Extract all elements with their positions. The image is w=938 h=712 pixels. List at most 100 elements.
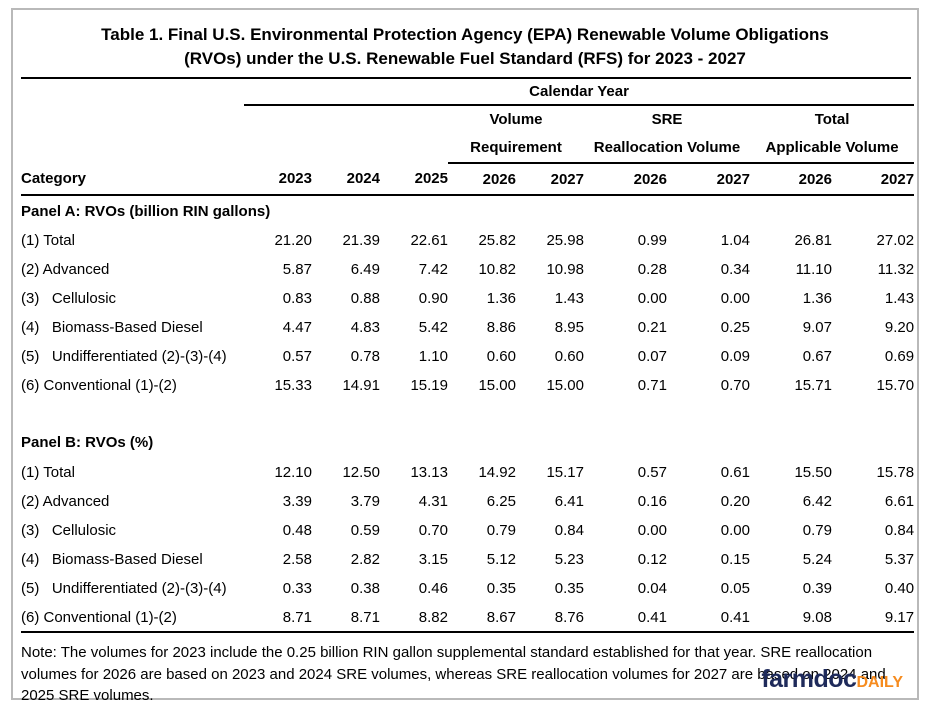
- cell-value: 0.20: [720, 493, 750, 510]
- cell-value: 14.92: [478, 464, 516, 481]
- cell-value: 14.91: [342, 377, 380, 394]
- cell-value: 0.88: [350, 290, 380, 307]
- cell-value: 0.79: [486, 522, 516, 539]
- cell-value: 8.71: [244, 603, 312, 633]
- cell-value: 9.20: [884, 319, 915, 336]
- cell-value: 0.39: [802, 580, 832, 597]
- cell-value: 5.37: [884, 551, 915, 568]
- cell-value: 8.95: [554, 319, 584, 336]
- cell-value: 0.28: [637, 261, 667, 278]
- cell-value: 8.76: [516, 603, 584, 633]
- cell-value: 0.84: [884, 522, 915, 539]
- cell-value: 0.99: [637, 232, 667, 249]
- rvo-table: Calendar Year Volume Requirement SRE Rea…: [21, 79, 915, 633]
- empty-cell: [244, 105, 312, 163]
- row-label: (4) Biomass-Based Diesel: [21, 319, 203, 336]
- row-label: (2) Advanced: [21, 493, 110, 510]
- cell-value: 5.24: [802, 551, 832, 568]
- cell-value: 5.12: [486, 551, 516, 568]
- cell-value: 0.48: [282, 522, 312, 539]
- column-header-year: 2027: [667, 163, 750, 196]
- cell-value: 0.59: [350, 522, 380, 539]
- cell-value: 7.42: [418, 261, 448, 278]
- cell-value: 1.36: [802, 290, 832, 307]
- column-header-year: 2024: [312, 163, 380, 196]
- cell-value: 5.42: [418, 319, 448, 336]
- cell-value: 0.16: [637, 493, 667, 510]
- cell-value: 6.42: [802, 493, 832, 510]
- column-header-year: 2023: [244, 163, 312, 196]
- cell-value: 0.84: [554, 522, 584, 539]
- row-label: (5) Undifferentiated (2)-(3)-(4): [21, 580, 227, 597]
- calendar-year-row: Calendar Year: [21, 79, 915, 106]
- column-header-row: Category 2023 2024 2025 2026 2027 2026 2…: [21, 163, 915, 196]
- table-row: (4) Biomass-Based Diesel 2.58 2.82 3.15 5.12…: [21, 545, 914, 574]
- empty-cell: [21, 400, 914, 427]
- cell-value: 0.61: [720, 464, 750, 481]
- column-header-year: 2027: [832, 163, 915, 196]
- empty-cell: [21, 105, 244, 163]
- cell-value: 0.38: [350, 580, 380, 597]
- cell-value: 1.10: [418, 348, 448, 365]
- cell-value: 6.61: [884, 493, 915, 510]
- cell-value: 15.00: [546, 377, 584, 394]
- cell-value: 3.15: [418, 551, 448, 568]
- cell-value: 0.60: [486, 348, 516, 365]
- cell-value: 5.23: [554, 551, 584, 568]
- cell-value: 15.71: [794, 377, 832, 394]
- cell-value: 25.82: [478, 232, 516, 249]
- cell-value: 0.00: [720, 290, 750, 307]
- cell-value: 0.67: [802, 348, 832, 365]
- cell-value: 15.00: [478, 377, 516, 394]
- group-sre-reallocation: SRE Reallocation Volume: [584, 105, 750, 164]
- cell-value: 0.41: [584, 603, 667, 633]
- cell-value: 0.12: [637, 551, 667, 568]
- cell-value: 15.33: [274, 377, 312, 394]
- cell-value: 0.90: [418, 290, 448, 307]
- table-row: (6) Conventional (1)-(2) 8.71 8.71 8.82 8.67…: [21, 603, 915, 633]
- table-title-line2: (RVOs) under the U.S. Renewable Fuel Sta…: [184, 49, 746, 68]
- cell-value: 1.43: [884, 290, 915, 307]
- cell-value: 0.46: [418, 580, 448, 597]
- cell-value: 9.07: [802, 319, 832, 336]
- cell-value: 0.60: [554, 348, 584, 365]
- cell-value: 0.70: [720, 377, 750, 394]
- cell-value: 0.35: [486, 580, 516, 597]
- cell-value: 2.82: [350, 551, 380, 568]
- cell-value: 9.08: [750, 603, 832, 633]
- cell-value: 9.17: [832, 603, 915, 633]
- cell-value: 0.00: [637, 290, 667, 307]
- row-label: (6) Conventional (1)-(2): [21, 603, 244, 633]
- row-label: (1) Total: [21, 232, 75, 249]
- table-body: Panel A: RVOs (billion RIN gallons) (1) T…: [21, 195, 915, 633]
- panel-header-row: Panel B: RVOs (%): [21, 427, 914, 458]
- cell-value: 15.70: [876, 377, 915, 394]
- table-row: (5) Undifferentiated (2)-(3)-(4) 0.33 0.38…: [21, 574, 914, 603]
- cell-value: 0.04: [637, 580, 667, 597]
- row-label: (2) Advanced: [21, 261, 110, 278]
- cell-value: 11.32: [877, 261, 915, 278]
- row-label: (5) Undifferentiated (2)-(3)-(4): [21, 348, 227, 365]
- title-divider: [21, 77, 911, 79]
- cell-value: 25.98: [546, 232, 584, 249]
- column-header-year: 2026: [584, 163, 667, 196]
- group-sre-reallocation-line2: Reallocation Volume: [593, 139, 741, 156]
- group-volume-requirement: Volume Requirement: [448, 105, 584, 164]
- cell-value: 0.79: [802, 522, 832, 539]
- group-total-applicable-line1: Total: [814, 111, 850, 128]
- cell-value: 0.34: [720, 261, 750, 278]
- table-row: (2) Advanced 5.87 6.49 7.42 10.82 10.98 0.28 0.…: [21, 255, 914, 284]
- cell-value: 0.83: [282, 290, 312, 307]
- cell-value: 26.81: [794, 232, 832, 249]
- cell-value: 0.05: [720, 580, 750, 597]
- cell-value: 10.82: [478, 261, 516, 278]
- cell-value: 4.47: [282, 319, 312, 336]
- cell-value: 6.25: [486, 493, 516, 510]
- cell-value: 27.02: [876, 232, 915, 249]
- calendar-year-header: Calendar Year: [244, 79, 915, 106]
- cell-value: 0.25: [720, 319, 750, 336]
- group-volume-requirement-line1: Volume: [489, 111, 543, 128]
- cell-value: 13.13: [410, 464, 448, 481]
- cell-value: 0.15: [720, 551, 750, 568]
- cell-value: 15.50: [794, 464, 832, 481]
